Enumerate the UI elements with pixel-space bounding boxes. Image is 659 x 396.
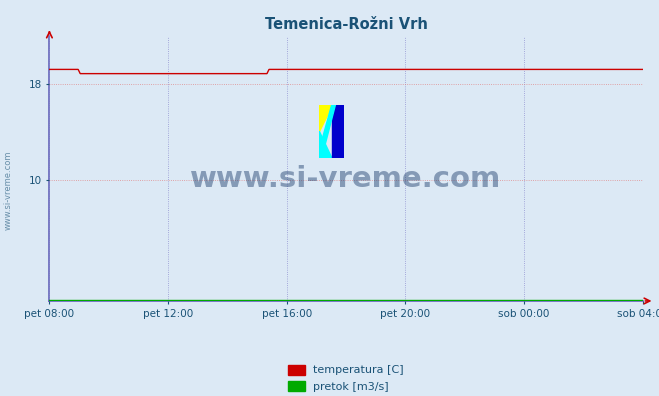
Legend: temperatura [C], pretok [m3/s]: temperatura [C], pretok [m3/s] (283, 360, 409, 396)
Text: www.si-vreme.com: www.si-vreme.com (3, 150, 13, 230)
Title: Temenica-Rožni Vrh: Temenica-Rožni Vrh (264, 17, 428, 32)
Text: www.si-vreme.com: www.si-vreme.com (190, 165, 501, 193)
